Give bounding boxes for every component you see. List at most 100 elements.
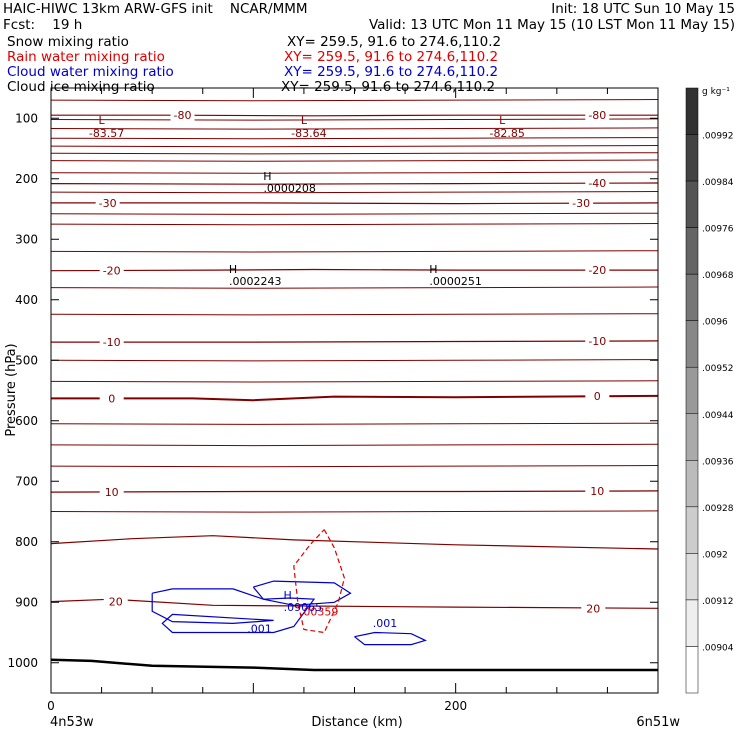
colorbar-block: [685, 134, 699, 182]
contour-label-bg: [585, 109, 610, 122]
temperature-contour-label: -80: [588, 109, 606, 122]
temperature-line: [50, 223, 659, 226]
temperature-line: [50, 159, 659, 162]
temperature-contour-label: 20: [109, 596, 123, 609]
extremum-value: .0000251: [429, 275, 482, 288]
colorbar-label: .00968: [702, 271, 734, 281]
x-tick-label: 200: [444, 699, 467, 713]
cloud-water-contour: [354, 631, 427, 646]
temperature-contour-label: 10: [105, 486, 119, 499]
y-tick-label: 400: [15, 293, 38, 307]
field-cloudwater-xy: XY= 259.5, 91.6 to 274.6,110.2: [284, 64, 499, 80]
y-tick-label: 600: [15, 414, 38, 428]
temperature-line: [50, 212, 659, 215]
temperature-line: [50, 137, 659, 140]
temperature-contour: [51, 340, 659, 343]
temperature-contour-label: -20: [103, 265, 121, 278]
terrain-line: [50, 658, 658, 672]
colorbar-unit: g kg⁻¹: [702, 87, 730, 97]
y-tick-label: 1000: [7, 656, 38, 670]
y-tick-label: 900: [15, 595, 38, 609]
colorbar-block: [685, 227, 699, 275]
header-line1-right: Init: 18 UTC Sun 10 May 15: [551, 1, 735, 17]
rain-water-contour: [293, 529, 346, 634]
colorbar-block: [685, 366, 699, 415]
temperature-contour-label: -30: [572, 197, 590, 210]
header-line2-right: Valid: 13 UTC Mon 11 May 15 (10 LST Mon …: [368, 17, 735, 33]
field-rain-name: Rain water mixing ratio: [7, 49, 165, 65]
colorbar-block: [685, 320, 699, 368]
temperature-line: [50, 250, 659, 253]
temperature-line: [50, 510, 659, 513]
colorbar-block: [685, 180, 699, 228]
x-axis-label: Distance (km): [311, 715, 402, 730]
field-cloudwater-name: Cloud water mixing ratio: [7, 64, 174, 80]
temperature-contour-label: 0: [594, 390, 601, 403]
temperature-contour-label: -20: [588, 264, 606, 277]
temperature-line: [50, 422, 659, 425]
field-snow-xy: XY= 259.5, 91.6 to 274.6,110.2: [287, 34, 502, 50]
temperature-contour-label: -30: [99, 197, 117, 210]
temperature-contour: [50, 598, 659, 609]
colorbar-label: .0096: [702, 318, 728, 328]
temperature-line: [50, 99, 659, 102]
contour-label-bg: [99, 264, 124, 277]
temperature-contour: [51, 394, 659, 402]
field-cloudice-xy: XY= 259.5, 91.6 to 274.6,110.2: [281, 79, 496, 95]
cloud-water-label: .001: [247, 623, 272, 636]
y-tick-label: 800: [15, 535, 38, 549]
temperature-line: [50, 313, 659, 316]
contour-label-bg: [103, 595, 128, 608]
temperature-line: [50, 359, 659, 362]
temperature-contour: [50, 268, 658, 272]
extremum-value: -83.57: [89, 127, 124, 140]
extremum-value: .0000208: [263, 182, 316, 195]
colorbar-block: [685, 506, 699, 554]
contour-label-bg: [170, 109, 195, 122]
colorbar-label: .0092: [702, 550, 728, 560]
contour-label-bg: [99, 486, 124, 499]
contour-label-bg: [585, 176, 610, 189]
extremum-value: -83.64: [291, 127, 326, 140]
colorbar-label: .00936: [702, 457, 734, 467]
extremum-mark: L: [301, 114, 308, 127]
colorbar-block: [685, 599, 699, 647]
y-axis-label: Pressure (hPa): [4, 343, 19, 436]
field-cloudice-name: Cloud ice mixing ratio: [7, 79, 155, 95]
colorbar-label: .00944: [702, 411, 734, 421]
colorbar-label: .00912: [702, 597, 734, 607]
cloud-water-contour: [252, 580, 352, 606]
rain-water-label: .00359: [300, 606, 339, 619]
field-rain-xy: XY= 259.5, 91.6 to 274.6,110.2: [284, 49, 499, 65]
extremum-value: .0002243: [229, 275, 282, 288]
temperature-contour: [50, 182, 659, 185]
extremum-value: -82.85: [489, 127, 524, 140]
colorbar-block: [685, 87, 699, 135]
extremum-mark: H: [229, 263, 237, 276]
temperature-contour-label: 0: [108, 392, 115, 405]
y-tick-label: 700: [15, 474, 38, 488]
colorbar-block: [685, 646, 699, 694]
colorbar-block: [685, 553, 699, 601]
extremum-value: .09065: [284, 601, 323, 614]
plot-frame: [50, 87, 659, 694]
contour-label-bg: [581, 602, 606, 615]
colorbar-block: [685, 460, 699, 508]
contour-label-bg: [585, 264, 610, 277]
temperature-contour-label: -10: [103, 336, 121, 349]
x-endpoint-left: 4n53w: [50, 715, 94, 730]
temperature-contour-label: 10: [590, 485, 604, 498]
extremum-mark: H: [429, 263, 437, 276]
header-line1-left: HAIC-HIWC 13km ARW-GFS init NCAR/MMM: [3, 1, 308, 17]
colorbar-label: .00928: [702, 504, 734, 514]
contour-label-bg: [585, 334, 610, 347]
x-endpoint-right: 6n51w: [636, 715, 680, 730]
temperature-contour-label: -80: [174, 109, 192, 122]
temperature-contour: [51, 114, 658, 117]
temperature-line: [50, 127, 659, 130]
colorbar-label: .00904: [702, 643, 734, 653]
y-tick-label: 100: [15, 111, 38, 125]
y-tick-label: 200: [15, 172, 38, 186]
contour-label-bg: [95, 196, 120, 209]
